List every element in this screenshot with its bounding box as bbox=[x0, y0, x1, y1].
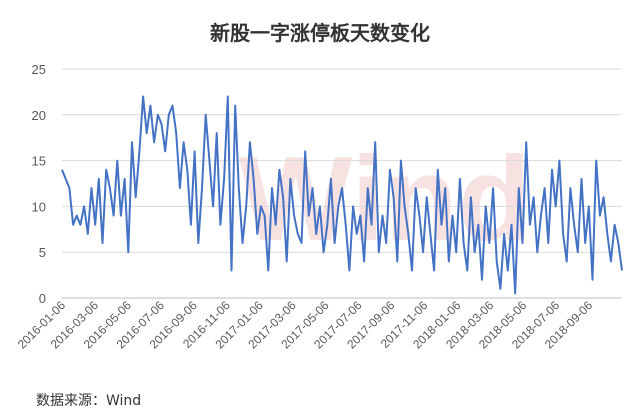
y-axis-ticks: 0 5 10 15 20 25 bbox=[32, 62, 46, 306]
x-axis-ticks: 2016-01-062016-03-062016-05-062016-07-06… bbox=[15, 298, 596, 352]
series-line bbox=[61, 95, 623, 295]
source-note: 数据来源：Wind bbox=[36, 393, 141, 409]
y-tick-label: 25 bbox=[32, 62, 46, 77]
y-tick-label: 5 bbox=[39, 245, 46, 260]
chart-title: 新股一字涨停板天数变化 bbox=[210, 21, 430, 45]
y-tick-label: 20 bbox=[32, 108, 46, 123]
y-gridlines bbox=[62, 68, 622, 253]
y-tick-label: 10 bbox=[32, 199, 46, 214]
y-tick-label: 0 bbox=[39, 291, 46, 306]
y-tick-label: 15 bbox=[32, 154, 46, 169]
